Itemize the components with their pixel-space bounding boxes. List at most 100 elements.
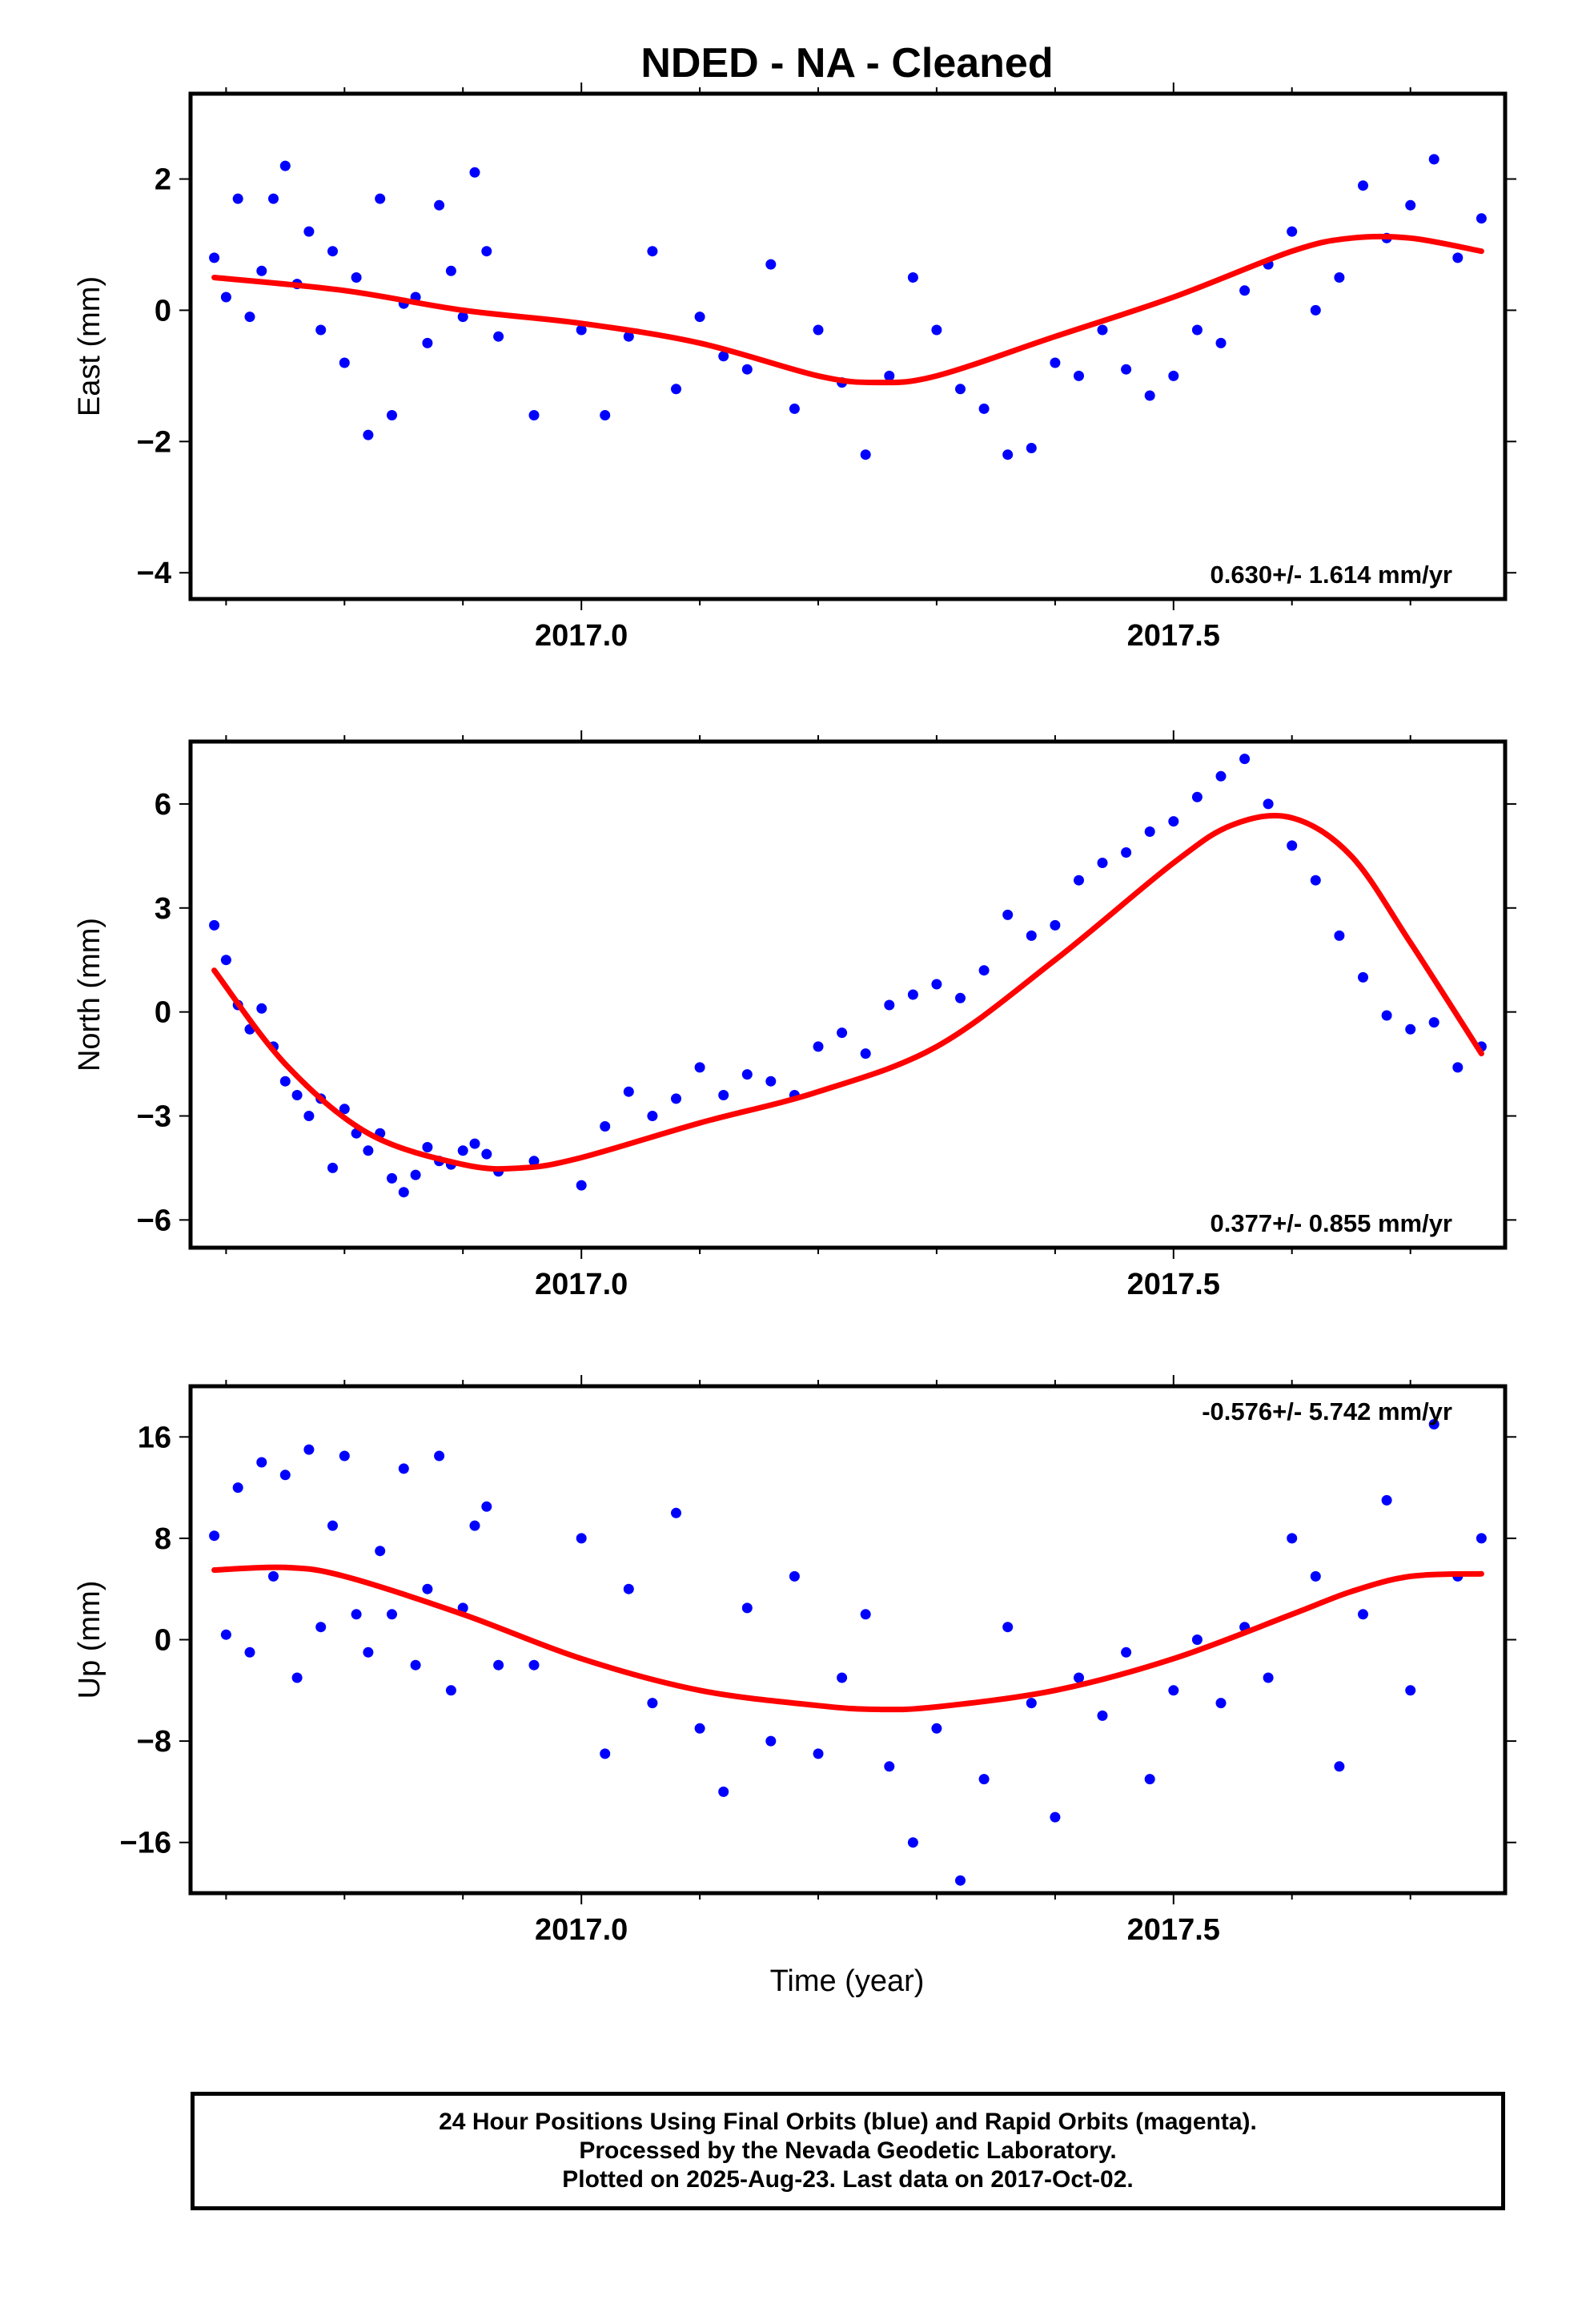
up-data-point <box>978 1774 990 1785</box>
up-data-point <box>232 1482 243 1494</box>
north-panel: 2017.0 2017.5 −6 −3 0 3 6 North (mm) 0.377+/- 0.… <box>73 730 1516 1301</box>
footer-line-1: 24 Hour Positions Using Final Orbits (bl… <box>439 2109 1257 2135</box>
east-data-point <box>955 384 966 395</box>
up-data-point <box>1074 1672 1084 1683</box>
up-data-point <box>955 1875 966 1886</box>
footer-line-2: Processed by the Nevada Geodetic Laborat… <box>579 2137 1117 2164</box>
up-data-point <box>398 1463 409 1474</box>
east-data-point <box>694 312 705 323</box>
up-data-point <box>1144 1774 1155 1785</box>
up-data-point <box>576 1533 587 1544</box>
up-data-point <box>220 1629 231 1640</box>
east-data-point <box>351 272 362 283</box>
up-data-point <box>375 1546 386 1557</box>
east-data-point <box>1452 252 1464 263</box>
figure-title: NDED - NA - Cleaned <box>640 40 1053 86</box>
up-data-point <box>422 1583 433 1594</box>
east-data-point <box>718 351 729 362</box>
east-data-point <box>303 226 315 237</box>
up-data-point <box>718 1786 729 1797</box>
up-data-point <box>884 1761 895 1772</box>
east-data-point <box>387 410 397 420</box>
north-data-point <box>600 1121 611 1132</box>
east-data-point <box>232 193 243 204</box>
north-data-point <box>1239 754 1251 765</box>
north-data-point <box>398 1187 409 1198</box>
east-data-point <box>884 370 895 381</box>
up-data-point <box>600 1748 611 1759</box>
east-data-point <box>220 292 231 303</box>
north-data-point <box>1074 875 1084 886</box>
up-y-tick-label: 8 <box>155 1522 171 1556</box>
east-data-point <box>244 312 255 323</box>
east-plot-area <box>209 154 1487 460</box>
east-data-point <box>434 199 445 211</box>
up-data-point <box>671 1507 681 1518</box>
up-y-tick-label: 16 <box>138 1421 171 1454</box>
north-data-point <box>837 1027 848 1039</box>
up-data-point <box>209 1530 220 1542</box>
up-data-point <box>1121 1647 1132 1658</box>
up-data-point <box>765 1735 777 1747</box>
up-data-point <box>244 1647 255 1658</box>
east-data-point <box>978 403 990 414</box>
up-data-point <box>363 1647 374 1658</box>
up-data-point <box>327 1520 338 1531</box>
up-data-point <box>1381 1494 1392 1506</box>
east-panel: 2017.0 2017.5 −4 −2 0 2 East (mm) 0.630+/- 1.61… <box>73 82 1516 653</box>
north-data-point <box>220 955 231 966</box>
up-data-point <box>1405 1685 1416 1696</box>
north-data-point <box>1168 816 1179 827</box>
north-y-tick-label: 0 <box>155 996 171 1030</box>
up-plot-area <box>209 1419 1487 1886</box>
north-data-point <box>1215 770 1227 782</box>
east-data-point <box>528 410 540 420</box>
up-data-point <box>528 1659 540 1671</box>
up-data-point <box>813 1748 824 1759</box>
north-data-point <box>694 1062 705 1073</box>
east-data-point <box>1026 443 1037 453</box>
east-data-point <box>1191 324 1203 336</box>
east-data-point <box>1334 272 1345 283</box>
east-data-point <box>457 312 468 323</box>
east-data-point <box>1097 324 1108 336</box>
east-data-point <box>339 357 350 368</box>
east-data-point <box>671 384 681 395</box>
east-data-point <box>481 246 492 257</box>
up-data-point <box>351 1609 362 1620</box>
up-rate-label: -0.576+/- 5.742 mm/yr <box>1202 1397 1452 1425</box>
up-data-point <box>1191 1634 1203 1645</box>
up-data-point <box>1358 1609 1368 1620</box>
up-data-point <box>291 1672 303 1683</box>
east-data-point <box>1239 285 1251 296</box>
north-data-point <box>955 992 966 1003</box>
north-data-point <box>481 1148 492 1160</box>
east-data-point <box>327 246 338 257</box>
east-x-tick-label: 2017.0 <box>535 619 628 653</box>
east-data-point <box>765 259 777 270</box>
east-data-point <box>623 331 634 342</box>
north-x-tick-label: 2017.0 <box>535 1268 628 1301</box>
north-data-point <box>1144 826 1155 837</box>
north-frame <box>188 739 1508 1250</box>
east-data-point <box>1310 304 1321 316</box>
up-data-point <box>434 1450 445 1462</box>
east-data-point <box>860 449 871 460</box>
up-data-point <box>1310 1570 1321 1582</box>
north-data-point <box>387 1172 397 1184</box>
north-data-point <box>1287 840 1298 851</box>
up-data-point <box>647 1698 658 1709</box>
up-data-point <box>1263 1672 1274 1683</box>
east-data-point <box>741 364 753 375</box>
up-data-point <box>469 1520 480 1531</box>
north-y-axis-label: North (mm) <box>73 918 106 1072</box>
north-rate-label: 0.377+/- 0.855 mm/yr <box>1211 1209 1452 1237</box>
east-data-point <box>1428 154 1439 165</box>
north-data-point <box>1310 875 1321 886</box>
up-x-tick-label: 2017.0 <box>535 1913 628 1947</box>
north-data-point <box>1121 847 1132 858</box>
north-data-point <box>741 1069 753 1080</box>
up-data-point <box>623 1583 634 1594</box>
up-data-point <box>741 1602 753 1614</box>
up-model-curve <box>211 1564 1484 1713</box>
